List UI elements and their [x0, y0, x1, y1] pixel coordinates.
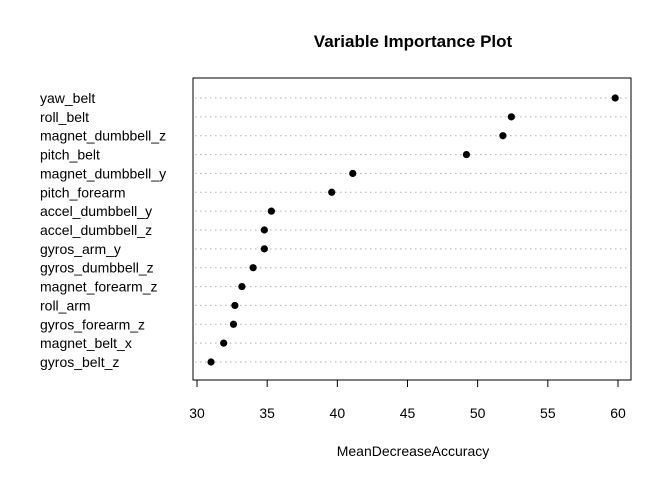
- data-point: [238, 282, 246, 291]
- variable-label: gyros_arm_y: [40, 241, 121, 257]
- x-tick-label: 50: [470, 405, 486, 421]
- x-tick-label: 60: [610, 405, 626, 421]
- data-point: [229, 320, 238, 328]
- variable-label: magnet_belt_x: [40, 335, 132, 351]
- data-point: [328, 188, 336, 196]
- variable-label: gyros_dumbbell_z: [40, 260, 154, 276]
- grid-lines: [195, 97, 629, 363]
- x-tick-label: 45: [400, 405, 416, 421]
- plot-frame: [192, 77, 632, 381]
- x-tick-label: 35: [259, 405, 275, 421]
- x-tick-label: 40: [330, 405, 346, 421]
- data-point: [231, 301, 239, 310]
- data-point: [462, 150, 471, 159]
- variable-label: magnet_dumbbell_z: [40, 128, 166, 144]
- data-point: [249, 264, 257, 272]
- x-axis: 30 35 40 45 50 55 60: [189, 379, 626, 421]
- variable-label: accel_dumbbell_z: [40, 222, 152, 238]
- data-point: [267, 207, 275, 215]
- variable-label: gyros_belt_z: [40, 354, 119, 370]
- data-point: [220, 339, 228, 347]
- variable-label: roll_belt: [40, 109, 89, 125]
- variable-label: magnet_dumbbell_y: [40, 165, 166, 181]
- data-point: [499, 132, 507, 140]
- x-tick-label: 30: [189, 405, 205, 421]
- data-point: [207, 358, 215, 366]
- data-point: [260, 245, 268, 253]
- variable-label: accel_dumbbell_y: [40, 203, 152, 219]
- variable-label: yaw_belt: [40, 90, 95, 106]
- data-point: [260, 226, 268, 234]
- variable-label: pitch_forearm: [40, 184, 126, 200]
- variable-label: magnet_forearm_z: [40, 279, 158, 295]
- x-tick-label: 55: [540, 405, 556, 421]
- variable-label: pitch_belt: [40, 147, 100, 163]
- variable-labels: yaw_belt roll_belt magnet_dumbbell_z pitch_…: [40, 90, 166, 370]
- variable-label: gyros_forearm_z: [40, 316, 145, 332]
- data-points: [207, 94, 619, 366]
- data-point: [507, 113, 515, 121]
- data-point: [611, 94, 619, 102]
- x-axis-label: MeanDecreaseAccuracy: [337, 443, 490, 459]
- data-point: [349, 169, 357, 178]
- variable-label: roll_arm: [40, 297, 91, 313]
- chart-title: Variable Importance Plot: [314, 32, 513, 51]
